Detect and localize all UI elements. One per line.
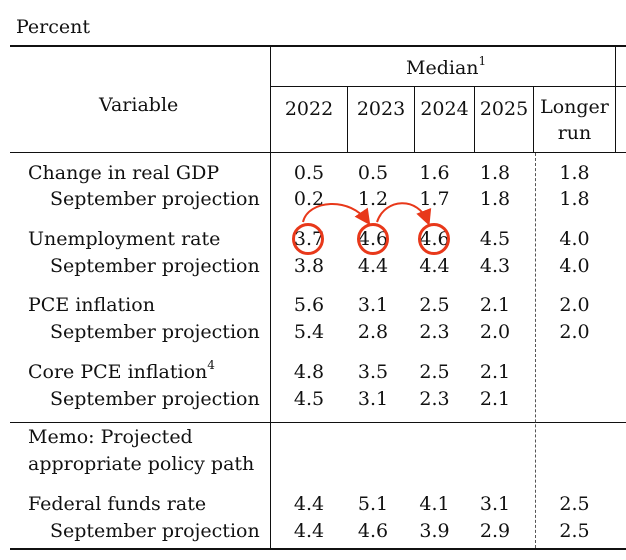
col-divider-2023 — [347, 86, 348, 152]
cell: 2.0 — [559, 294, 590, 316]
row-label-sep: September projection — [50, 321, 260, 343]
cell: 1.8 — [559, 188, 590, 210]
cell: 5.4 — [293, 321, 325, 343]
row-label-pce: PCE inflation — [28, 294, 155, 316]
median-header: Median1 — [406, 53, 487, 79]
cell: 0.2 — [293, 188, 325, 210]
highlight-circle-2024 — [418, 223, 450, 255]
cell: 1.7 — [419, 188, 450, 210]
cell: 4.5 — [293, 388, 325, 410]
arrow-2022-to-2023 — [302, 203, 371, 226]
cell: 4.6 — [357, 520, 389, 542]
cell: 2.1 — [479, 294, 511, 316]
median-underline — [270, 86, 626, 87]
cell: 3.8 — [293, 255, 325, 277]
row-label-sep: September projection — [50, 188, 260, 210]
cell: 4.4 — [293, 520, 325, 542]
cell: 3.1 — [357, 294, 389, 316]
row-label-fed-funds: Federal funds rate — [28, 493, 207, 515]
cell: 5.1 — [357, 493, 389, 515]
cell: 4.1 — [419, 493, 450, 515]
row-label-sep: September projection — [50, 520, 260, 542]
cell: 1.8 — [479, 188, 511, 210]
cell: 2.8 — [357, 321, 389, 343]
cell: 2.1 — [479, 361, 511, 383]
cell: 2.5 — [559, 520, 590, 542]
cell: 1.6 — [419, 162, 450, 184]
memo-line2: appropriate policy path — [28, 453, 255, 475]
table-top-rule — [10, 45, 626, 47]
row-label-sep: September projection — [50, 388, 260, 410]
cell: 0.5 — [357, 162, 389, 184]
highlight-circle-2023 — [357, 223, 389, 255]
cell: 2.0 — [479, 321, 511, 343]
row-label-core-pce: Core PCE inflation4 — [28, 357, 215, 383]
label-column-divider — [270, 45, 271, 548]
cell: 5.6 — [293, 294, 325, 316]
cell: 4.5 — [479, 228, 511, 250]
unit-label: Percent — [16, 16, 91, 38]
cell: 2.3 — [419, 388, 450, 410]
col-divider-longer-run — [533, 86, 534, 152]
right-header-divider — [615, 45, 616, 152]
memo-top-rule — [10, 422, 626, 423]
longer-run-header-line1: Longer — [540, 96, 609, 118]
longer-run-header-line2: run — [557, 122, 592, 144]
cell: 4.0 — [559, 255, 590, 277]
cell: 4.3 — [479, 255, 511, 277]
year-header-2022: 2022 — [284, 98, 334, 120]
median-footnote: 1 — [478, 53, 487, 68]
year-header-2025: 2025 — [479, 98, 529, 120]
cell: 2.5 — [419, 294, 450, 316]
cell: 2.3 — [419, 321, 450, 343]
cell: 2.1 — [479, 388, 511, 410]
cell: 4.8 — [293, 361, 325, 383]
cell: 2.5 — [559, 493, 590, 515]
cell: 3.1 — [479, 493, 511, 515]
year-header-2023: 2023 — [356, 98, 406, 120]
cell: 0.5 — [293, 162, 325, 184]
row-label-sep: September projection — [50, 255, 260, 277]
longer-run-dashed-divider — [535, 153, 536, 548]
row-label-gdp: Change in real GDP — [28, 162, 220, 184]
cell: 1.2 — [357, 188, 389, 210]
cell: 4.4 — [357, 255, 389, 277]
col-divider-2025 — [474, 86, 475, 152]
cell: 2.5 — [419, 361, 450, 383]
cell: 2.9 — [479, 520, 511, 542]
cell: 3.1 — [357, 388, 389, 410]
cell: 2.0 — [559, 321, 590, 343]
table-bottom-rule — [10, 548, 626, 550]
cell: 1.8 — [479, 162, 511, 184]
year-header-2024: 2024 — [420, 98, 469, 120]
arrow-2023-to-2024 — [376, 202, 432, 226]
cell: 4.4 — [293, 493, 325, 515]
highlight-circle-2022 — [292, 223, 324, 255]
memo-line1: Memo: Projected — [28, 426, 193, 448]
row-label-unemployment: Unemployment rate — [28, 228, 221, 250]
col-divider-2024 — [414, 86, 415, 152]
cell: 1.8 — [559, 162, 590, 184]
cell: 4.0 — [559, 228, 590, 250]
cell: 3.5 — [357, 361, 389, 383]
variable-header: Variable — [99, 94, 179, 116]
cell: 3.9 — [419, 520, 450, 542]
cell: 4.4 — [419, 255, 450, 277]
header-bottom-rule — [10, 152, 626, 153]
core-pce-footnote: 4 — [207, 357, 215, 372]
